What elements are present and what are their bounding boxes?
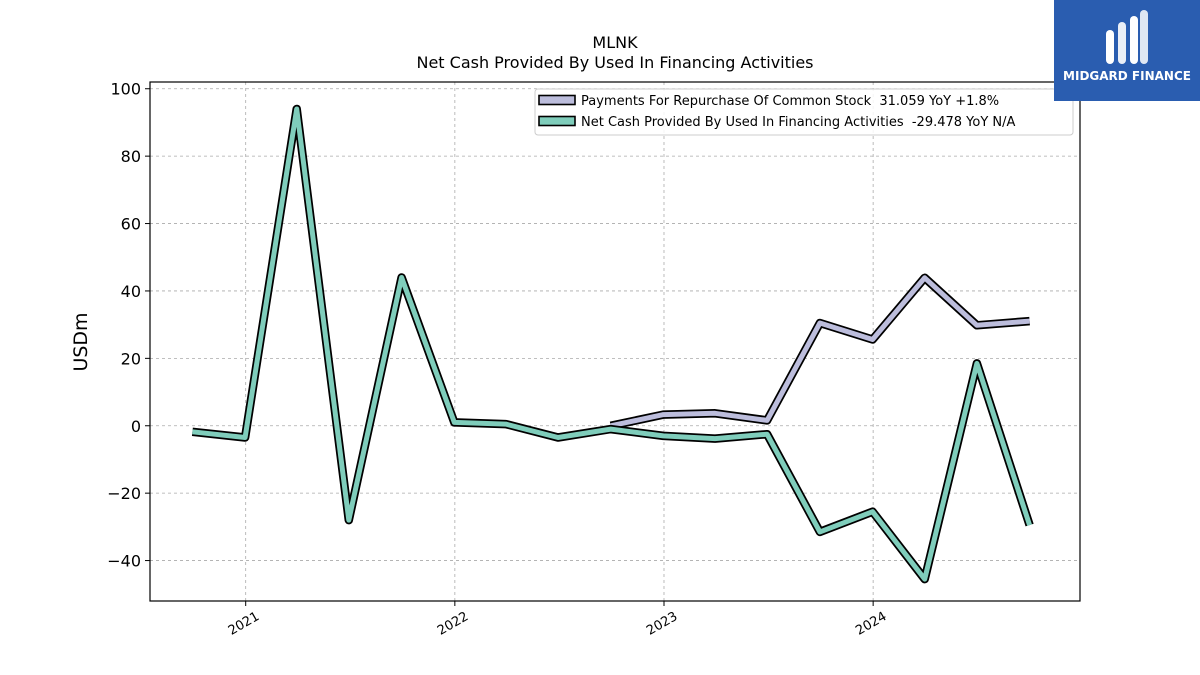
y-tick-label: 100 xyxy=(110,80,141,99)
y-tick-label: 80 xyxy=(121,147,141,166)
x-tick-label: 2022 xyxy=(435,609,471,639)
legend: Payments For Repurchase Of Common Stock … xyxy=(534,88,1074,136)
y-tick-label: −40 xyxy=(107,552,141,571)
legend-box xyxy=(534,88,1074,136)
series-line xyxy=(609,273,1030,430)
legend-entry: Payments For Repurchase Of Common Stock … xyxy=(581,94,999,109)
chart-title: MLNK xyxy=(592,33,638,52)
plot-frame xyxy=(149,81,1081,602)
y-tick-label: 20 xyxy=(121,349,141,368)
y-tick-label: −20 xyxy=(107,484,141,503)
y-axis-label: USDm xyxy=(70,312,92,371)
legend-swatch xyxy=(538,115,576,127)
x-tick-label: 2021 xyxy=(226,609,262,639)
series-lines xyxy=(191,104,1034,584)
y-tick-label: 40 xyxy=(121,282,141,301)
legend-entry: Net Cash Provided By Used In Financing A… xyxy=(581,115,1016,130)
series-stroke xyxy=(192,106,1032,582)
y-tick-label: 60 xyxy=(121,215,141,234)
midgard-finance-logo: MIDGARD FINANCE xyxy=(1054,0,1200,101)
legend-swatch xyxy=(538,94,576,106)
y-tick-label: 0 xyxy=(131,417,141,436)
series-outline xyxy=(191,104,1034,584)
series-stroke xyxy=(610,275,1030,429)
series-line xyxy=(191,104,1034,584)
chart-subtitle: Net Cash Provided By Used In Financing A… xyxy=(416,53,813,72)
logo-text: MIDGARD FINANCE xyxy=(1063,69,1191,83)
logo-mark-icon xyxy=(1106,10,1148,64)
x-tick-label: 2024 xyxy=(853,609,889,639)
x-tick-label: 2023 xyxy=(644,609,680,639)
axis-ticks: 100 80 60 40 20 0 −20 −40 2021 2022 2023 2024 xyxy=(107,80,889,639)
